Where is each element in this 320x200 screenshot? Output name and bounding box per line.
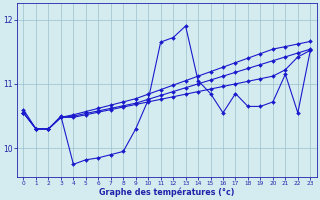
X-axis label: Graphe des températures (°c): Graphe des températures (°c)	[99, 187, 235, 197]
